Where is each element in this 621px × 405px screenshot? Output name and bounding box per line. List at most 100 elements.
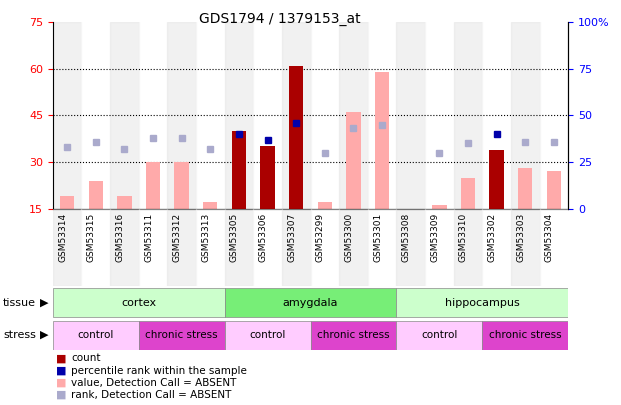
Text: ▶: ▶ xyxy=(40,298,49,308)
Bar xyxy=(396,321,483,350)
Bar xyxy=(138,209,167,286)
Bar xyxy=(138,22,167,209)
Bar xyxy=(396,22,425,209)
Text: GSM53314: GSM53314 xyxy=(58,212,67,262)
Bar xyxy=(546,171,561,209)
Bar xyxy=(483,321,568,350)
Bar xyxy=(310,321,396,350)
Bar xyxy=(175,162,189,209)
Text: control: control xyxy=(421,330,458,340)
Text: cortex: cortex xyxy=(121,298,156,308)
Text: GSM53305: GSM53305 xyxy=(230,212,239,262)
Bar xyxy=(260,147,274,209)
Bar xyxy=(225,321,310,350)
Text: control: control xyxy=(250,330,286,340)
Bar xyxy=(282,22,310,209)
Bar xyxy=(196,209,225,286)
Bar xyxy=(232,131,246,209)
Text: chronic stress: chronic stress xyxy=(489,330,561,340)
Text: GSM53308: GSM53308 xyxy=(402,212,410,262)
Bar xyxy=(425,209,454,286)
Bar xyxy=(489,149,504,209)
Text: GSM53303: GSM53303 xyxy=(516,212,525,262)
Bar xyxy=(310,209,339,286)
Bar xyxy=(167,209,196,286)
Text: GSM53302: GSM53302 xyxy=(487,212,497,262)
Bar xyxy=(375,72,389,209)
Bar xyxy=(454,22,483,209)
Text: GSM53315: GSM53315 xyxy=(87,212,96,262)
Bar xyxy=(511,22,540,209)
Bar xyxy=(89,181,103,209)
Bar xyxy=(483,22,511,209)
Text: GSM53301: GSM53301 xyxy=(373,212,382,262)
Bar xyxy=(318,202,332,209)
Bar xyxy=(282,209,310,286)
Bar xyxy=(454,209,483,286)
Bar xyxy=(432,205,446,209)
Bar xyxy=(511,209,540,286)
Bar xyxy=(339,22,368,209)
Text: amygdala: amygdala xyxy=(283,298,338,308)
Text: chronic stress: chronic stress xyxy=(145,330,218,340)
Text: control: control xyxy=(78,330,114,340)
Text: tissue: tissue xyxy=(3,298,36,308)
Bar xyxy=(196,22,225,209)
Bar xyxy=(396,209,425,286)
Text: value, Detection Call = ABSENT: value, Detection Call = ABSENT xyxy=(71,378,237,388)
Bar xyxy=(461,177,475,209)
Text: GSM53307: GSM53307 xyxy=(287,212,296,262)
Text: GSM53313: GSM53313 xyxy=(201,212,211,262)
Bar xyxy=(53,288,225,318)
Bar xyxy=(368,22,396,209)
Bar xyxy=(225,288,396,318)
Text: ▶: ▶ xyxy=(40,330,49,340)
Text: count: count xyxy=(71,354,101,363)
Bar xyxy=(110,209,138,286)
Bar xyxy=(81,209,110,286)
Bar xyxy=(483,209,511,286)
Bar xyxy=(396,288,568,318)
Bar xyxy=(146,162,160,209)
Bar xyxy=(117,196,132,209)
Text: stress: stress xyxy=(3,330,36,340)
Bar xyxy=(110,22,138,209)
Text: GDS1794 / 1379153_at: GDS1794 / 1379153_at xyxy=(199,12,360,26)
Text: GSM53304: GSM53304 xyxy=(545,212,554,262)
Text: GSM53316: GSM53316 xyxy=(116,212,124,262)
Bar xyxy=(81,22,110,209)
Bar xyxy=(53,321,138,350)
Bar xyxy=(368,209,396,286)
Text: GSM53311: GSM53311 xyxy=(144,212,153,262)
Bar xyxy=(540,22,568,209)
Text: GSM53300: GSM53300 xyxy=(345,212,353,262)
Bar xyxy=(339,209,368,286)
Text: rank, Detection Call = ABSENT: rank, Detection Call = ABSENT xyxy=(71,390,232,400)
Bar xyxy=(138,321,225,350)
Bar xyxy=(540,209,568,286)
Bar xyxy=(518,168,532,209)
Bar xyxy=(53,22,81,209)
Text: GSM53312: GSM53312 xyxy=(173,212,182,262)
Bar xyxy=(310,22,339,209)
Text: ■: ■ xyxy=(56,378,66,388)
Bar xyxy=(347,112,361,209)
Text: ■: ■ xyxy=(56,366,66,375)
Text: chronic stress: chronic stress xyxy=(317,330,390,340)
Text: ■: ■ xyxy=(56,354,66,363)
Text: GSM53309: GSM53309 xyxy=(430,212,440,262)
Text: GSM53310: GSM53310 xyxy=(459,212,468,262)
Text: GSM53306: GSM53306 xyxy=(258,212,268,262)
Bar xyxy=(289,66,303,209)
Bar xyxy=(53,209,81,286)
Bar xyxy=(425,22,454,209)
Bar xyxy=(225,22,253,209)
Text: ■: ■ xyxy=(56,390,66,400)
Bar xyxy=(225,209,253,286)
Bar xyxy=(60,196,75,209)
Bar xyxy=(253,209,282,286)
Bar xyxy=(253,22,282,209)
Bar xyxy=(167,22,196,209)
Text: GSM53299: GSM53299 xyxy=(316,212,325,262)
Text: hippocampus: hippocampus xyxy=(445,298,520,308)
